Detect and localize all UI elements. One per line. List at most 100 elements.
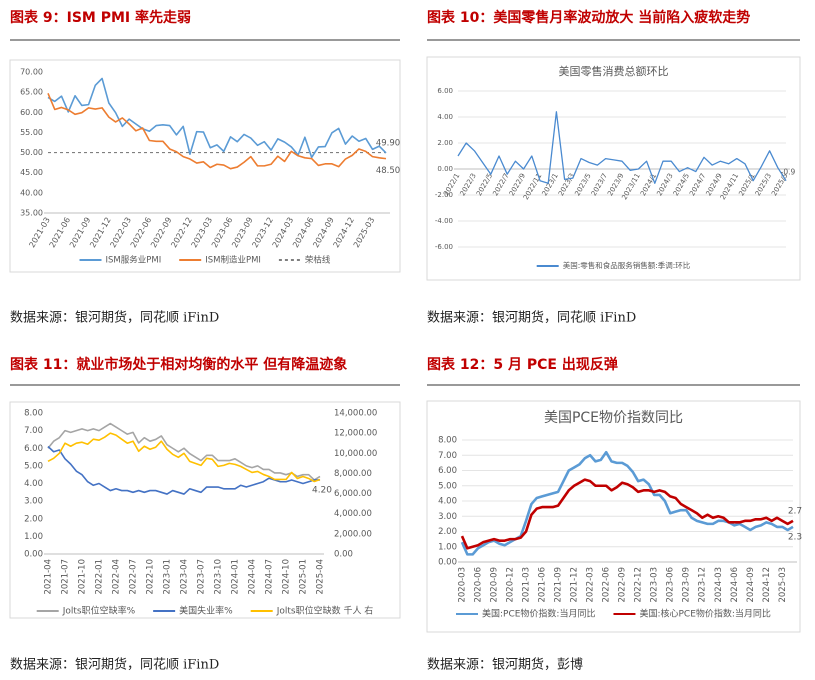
x-tick-label: 2023-01 [163, 559, 173, 595]
y2-tick-label: 12,000.00 [334, 429, 377, 439]
y-tick-label: 0.00 [24, 550, 43, 560]
value-label: 4.20 [312, 485, 332, 495]
x-tick-label: 2022-12 [634, 567, 644, 603]
y-tick-label: -2.00 [435, 191, 453, 199]
legend-label: 荣枯线 [305, 255, 331, 266]
y-tick-label: 2.00 [438, 527, 457, 537]
x-tick-label: 2021-03 [522, 567, 532, 603]
y-tick-label: -4.00 [435, 217, 453, 225]
value-label: 2.7 [788, 506, 802, 516]
x-tick-label: 2021-07 [61, 559, 71, 595]
x-tick-label: 2023-09 [682, 567, 692, 603]
chart-frame [9, 401, 401, 619]
value-label: 2.3 [788, 532, 802, 542]
y-tick-label: 0.00 [438, 558, 457, 568]
series-line [47, 432, 321, 483]
x-tick-label: 2022-01 [95, 559, 105, 595]
x-tick-label: 2024-12 [762, 567, 772, 603]
legend-label: 美国:零售和食品服务销售额:季调:环比 [563, 260, 691, 270]
series-line [460, 478, 794, 550]
chart-title: 美国零售消费总额环比 [559, 64, 669, 78]
y-tick-label: 4.00 [437, 113, 453, 121]
y-tick-label: 1.00 [24, 532, 43, 542]
x-tick-label: 2024-10 [282, 559, 292, 595]
legend: ISM服务业PMI ISM制造业PMI 荣枯线 [79, 255, 331, 266]
series-line [47, 77, 387, 159]
y-tick-label: 70.00 [20, 68, 43, 77]
x-tick-label: 2023-07 [197, 559, 207, 595]
x-tick-label: 2023-04 [180, 559, 190, 595]
x-tick-label: 2023-10 [214, 559, 224, 595]
x-tick-label: 2025-03 [778, 567, 788, 603]
source-note: 数据来源：银河期货，同花顺 iFinD [10, 310, 219, 326]
y-tick-label: 5.00 [438, 481, 457, 491]
y-tick-label: 8.00 [438, 436, 457, 446]
source-note: 数据来源：银河期货，同花顺 iFinD [427, 310, 636, 326]
figure-title: 图表 11：就业市场处于相对均衡的水平 但有降温迹象 [10, 356, 347, 373]
y-tick-label: 1.00 [438, 542, 457, 552]
y-tick-label: 8.00 [24, 409, 43, 419]
value-label: 48.50 [376, 166, 400, 176]
legend-label: 美国:核心PCE物价指数:当月同比 [639, 608, 770, 620]
x-tick-label: 2022-10 [146, 559, 156, 595]
y-tick-label: 45.00 [20, 168, 43, 177]
legend: Jolts职位空缺率% 美国失业率% Jolts职位空缺数 千人 右 [36, 605, 374, 617]
y-tick-label: 6.00 [438, 466, 457, 476]
y-tick-label: 0.00 [437, 165, 453, 173]
y2-tick-label: 10,000.00 [334, 449, 377, 459]
x-tick-label: 2020-03 [458, 567, 468, 603]
x-tick-label: 2022-04 [112, 559, 122, 595]
y2-tick-label: 14,000.00 [334, 409, 377, 419]
x-tick-label: 2023-03 [650, 567, 660, 603]
chart-panel: 图表 11：就业市场处于相对均衡的水平 但有降温迹象数据来源：银河期货，同花顺 … [9, 356, 401, 673]
legend-label: 美国失业率% [179, 605, 233, 617]
series-line [47, 422, 321, 481]
figure-title: 图表 12：5 月 PCE 出现反弹 [427, 356, 618, 373]
x-tick-label: 2021-09 [554, 567, 564, 603]
x-tick-label: 2024-04 [248, 559, 258, 595]
x-tick-label: 2022-03 [586, 567, 596, 603]
x-tick-label: 2020-09 [490, 567, 500, 603]
x-tick-label: 2022-09 [618, 567, 628, 603]
x-tick-label: 2021-04 [44, 559, 54, 595]
legend-label: Jolts职位空缺数 千人 右 [276, 605, 374, 617]
y-tick-label: 2.00 [24, 514, 43, 524]
y2-tick-label: 8,000.00 [334, 469, 372, 479]
x-tick-label: 2025-04 [316, 559, 326, 595]
y-tick-label: -6.00 [435, 243, 453, 251]
y-tick-label: 6.00 [24, 444, 43, 454]
x-tick-label: 2024-01 [231, 559, 241, 595]
x-tick-label: 2022-06 [602, 567, 612, 603]
x-tick-label: 2025-01 [299, 559, 309, 595]
value-label: -0.9 [781, 168, 796, 177]
y2-tick-label: 2,000.00 [334, 529, 372, 539]
y-tick-label: 65.00 [20, 88, 43, 97]
legend: 美国:PCE物价指数:当月同比 美国:核心PCE物价指数:当月同比 [456, 608, 771, 620]
y-tick-label: 7.00 [24, 426, 43, 436]
x-tick-label: 2024-03 [714, 567, 724, 603]
y-tick-label: 50.00 [20, 148, 43, 157]
legend-label: 美国:PCE物价指数:当月同比 [482, 608, 595, 620]
value-label: 49.90 [376, 138, 400, 148]
figure-title: 图表 9：ISM PMI 率先走弱 [10, 9, 191, 26]
x-tick-label: 2024-07 [265, 559, 275, 595]
y-tick-label: 60.00 [20, 108, 43, 117]
y-tick-label: 2.00 [437, 139, 453, 147]
series-line [457, 111, 787, 184]
legend-label: Jolts职位空缺率% [62, 605, 136, 617]
y-tick-label: 6.00 [437, 87, 453, 95]
y-tick-label: 7.00 [438, 451, 457, 461]
x-tick-label: 2021-10 [78, 559, 88, 595]
x-tick-label: 2021-12 [570, 567, 580, 603]
y2-tick-label: 0.00 [334, 550, 353, 560]
x-tick-label: 2023-06 [666, 567, 676, 603]
chart-title: 美国PCE物价指数同比 [544, 410, 683, 426]
y-tick-label: 35.00 [20, 209, 43, 218]
x-tick-label: 2024-09 [746, 567, 756, 603]
x-tick-label: 2020-12 [506, 567, 516, 603]
y-tick-label: 5.00 [24, 461, 43, 471]
